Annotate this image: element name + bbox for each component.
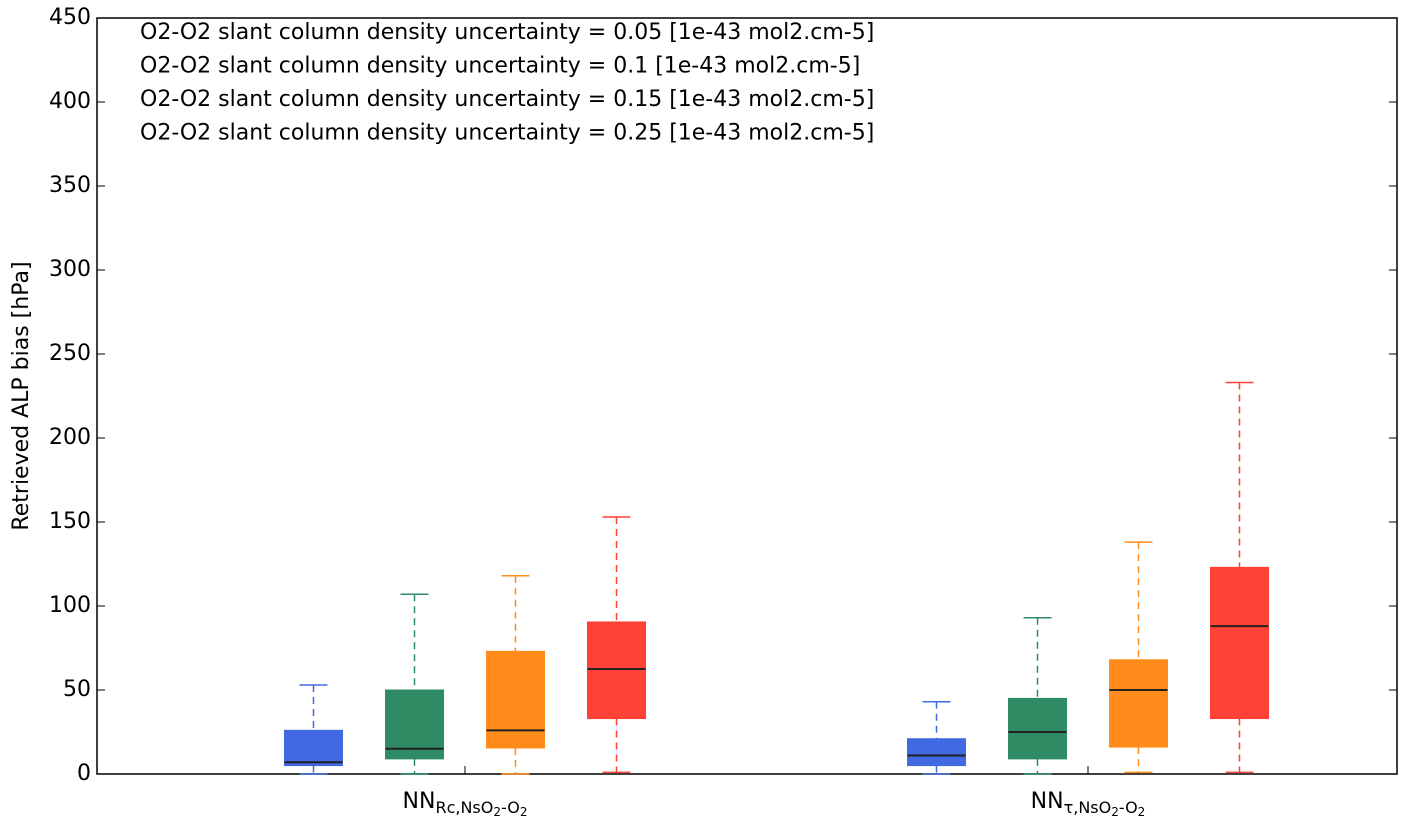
plot-frame	[96, 17, 1398, 775]
legend-entry: O2-O2 slant column density uncertainty =…	[140, 87, 874, 112]
x-tick-label-part: NN	[403, 789, 436, 814]
y-tick-label: 100	[49, 593, 91, 618]
x-tick-label-part: τ,NsO	[1064, 798, 1112, 817]
x-tick-label-part: -O	[1119, 798, 1138, 817]
y-tick-label: 0	[77, 761, 91, 786]
box	[1210, 566, 1269, 720]
x-tick-label-part: Rc,NsO	[435, 798, 493, 817]
box	[907, 738, 966, 767]
y-tick-label: 50	[63, 677, 91, 702]
y-tick-label: 150	[49, 509, 91, 534]
y-tick-label: 250	[49, 341, 91, 366]
x-tick-label: NNτ,NsO2-O2	[1031, 789, 1146, 819]
x-tick-label-part: 2	[1111, 805, 1119, 819]
y-tick-label: 400	[49, 89, 91, 114]
legend-entry: O2-O2 slant column density uncertainty =…	[140, 54, 860, 79]
y-axis-label: Retrieved ALP bias [hPa]	[9, 261, 34, 530]
y-tick-label: 350	[49, 173, 91, 198]
x-tick-label-part: 2	[493, 805, 501, 819]
legend-entry: O2-O2 slant column density uncertainty =…	[140, 20, 874, 45]
box	[486, 650, 545, 749]
box	[1109, 659, 1168, 748]
x-tick-label-part: NN	[1031, 789, 1064, 814]
box	[1008, 697, 1067, 760]
legend-entry: O2-O2 slant column density uncertainty =…	[140, 121, 874, 146]
x-tick-label-part: 2	[1138, 805, 1146, 819]
box	[284, 729, 343, 767]
box	[385, 689, 444, 760]
y-tick-label: 200	[49, 425, 91, 450]
x-tick-label-part: 2	[520, 805, 528, 819]
x-tick-label-part: -O	[501, 798, 520, 817]
x-tick-label: NNRc,NsO2-O2	[403, 789, 528, 819]
y-tick-label: 300	[49, 257, 91, 282]
box	[587, 621, 646, 720]
y-tick-label: 450	[49, 5, 91, 30]
